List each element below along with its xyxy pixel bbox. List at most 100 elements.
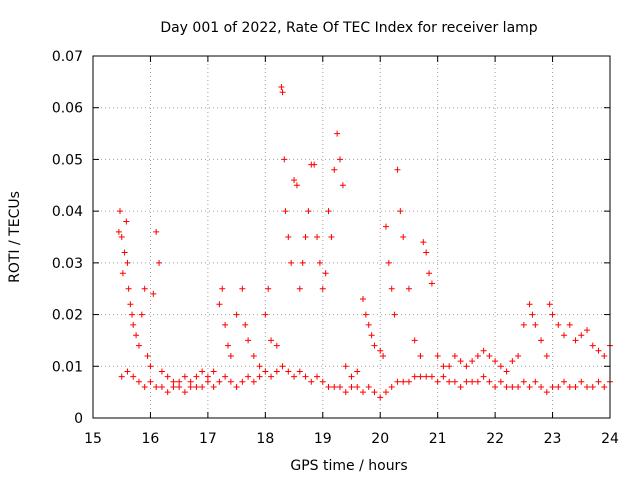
data-point bbox=[388, 383, 395, 390]
data-point bbox=[334, 130, 341, 137]
data-point bbox=[135, 378, 142, 385]
data-point bbox=[210, 368, 217, 375]
data-point bbox=[150, 290, 157, 297]
data-point bbox=[210, 383, 217, 390]
data-point bbox=[337, 383, 344, 390]
data-point bbox=[426, 270, 433, 277]
data-point bbox=[239, 378, 246, 385]
data-point bbox=[584, 327, 591, 334]
data-point bbox=[492, 383, 499, 390]
data-point bbox=[457, 358, 464, 365]
data-point bbox=[164, 389, 171, 396]
data-point bbox=[296, 368, 303, 375]
data-point bbox=[595, 378, 602, 385]
data-point bbox=[282, 208, 289, 215]
data-point bbox=[193, 383, 200, 390]
data-point bbox=[124, 259, 131, 266]
data-point bbox=[359, 296, 366, 303]
y-tick-label: 0 bbox=[74, 411, 83, 427]
data-point bbox=[265, 285, 272, 292]
data-point bbox=[520, 321, 527, 328]
data-point bbox=[204, 378, 211, 385]
data-point bbox=[118, 234, 125, 240]
data-point bbox=[256, 363, 263, 370]
data-point bbox=[469, 378, 476, 385]
data-point bbox=[434, 378, 441, 385]
x-tick-label: 22 bbox=[486, 431, 504, 447]
data-point bbox=[314, 234, 321, 240]
data-point bbox=[339, 182, 346, 189]
data-point bbox=[394, 378, 401, 385]
data-point bbox=[181, 389, 188, 396]
x-tick-label: 23 bbox=[544, 431, 562, 447]
data-point bbox=[463, 363, 470, 370]
data-point bbox=[405, 378, 412, 385]
data-point bbox=[388, 285, 395, 292]
data-point bbox=[187, 383, 194, 390]
grid-lines bbox=[93, 56, 610, 418]
data-point bbox=[273, 342, 280, 349]
data-point bbox=[279, 363, 286, 370]
data-point bbox=[385, 259, 392, 266]
data-point bbox=[411, 373, 418, 380]
data-point bbox=[245, 373, 252, 380]
data-point bbox=[242, 321, 249, 328]
data-point bbox=[153, 228, 160, 235]
data-point bbox=[285, 368, 292, 375]
data-point bbox=[486, 352, 493, 359]
data-point bbox=[391, 311, 398, 318]
data-point bbox=[601, 383, 608, 390]
x-tick-labels: 15 16 17 18 19 20 21 22 23 24 bbox=[84, 431, 619, 447]
data-point bbox=[118, 373, 125, 380]
data-point bbox=[486, 378, 493, 385]
data-point bbox=[302, 373, 309, 380]
data-point bbox=[354, 368, 361, 375]
data-point bbox=[319, 285, 326, 292]
data-point bbox=[428, 373, 435, 380]
data-point bbox=[170, 383, 177, 390]
axis-ticks bbox=[92, 55, 611, 419]
data-point bbox=[555, 383, 562, 390]
data-point bbox=[116, 208, 123, 215]
data-point bbox=[555, 321, 562, 328]
data-point bbox=[245, 337, 252, 344]
data-point bbox=[164, 373, 171, 380]
data-point bbox=[377, 347, 384, 354]
data-point bbox=[417, 352, 424, 359]
data-point bbox=[532, 321, 539, 328]
data-point bbox=[420, 239, 427, 246]
data-point bbox=[371, 389, 378, 396]
data-point bbox=[365, 321, 372, 328]
data-point bbox=[595, 347, 602, 354]
data-point bbox=[316, 259, 323, 266]
data-point bbox=[311, 161, 318, 168]
data-point bbox=[451, 378, 458, 385]
data-point bbox=[362, 311, 369, 318]
data-point bbox=[285, 234, 292, 240]
data-point bbox=[222, 321, 229, 328]
data-point bbox=[561, 378, 568, 385]
data-point bbox=[181, 373, 188, 380]
data-point bbox=[382, 389, 389, 396]
data-point bbox=[359, 389, 366, 396]
data-point bbox=[239, 285, 246, 292]
data-point bbox=[219, 285, 226, 292]
data-point bbox=[250, 352, 257, 359]
data-point bbox=[293, 182, 300, 189]
data-point bbox=[354, 383, 361, 390]
data-point bbox=[584, 383, 591, 390]
plot-frame bbox=[92, 55, 611, 419]
data-point bbox=[133, 332, 140, 339]
data-point bbox=[322, 270, 329, 277]
data-point bbox=[480, 347, 487, 354]
data-point bbox=[566, 321, 573, 328]
data-point bbox=[331, 383, 338, 390]
data-point bbox=[176, 378, 183, 385]
data-point bbox=[380, 352, 387, 359]
data-point bbox=[543, 389, 550, 396]
y-tick-label: 0.07 bbox=[52, 49, 83, 65]
data-point bbox=[417, 373, 424, 380]
data-point bbox=[119, 270, 126, 277]
x-tick-label: 16 bbox=[142, 431, 160, 447]
x-tick-label: 24 bbox=[601, 431, 619, 447]
